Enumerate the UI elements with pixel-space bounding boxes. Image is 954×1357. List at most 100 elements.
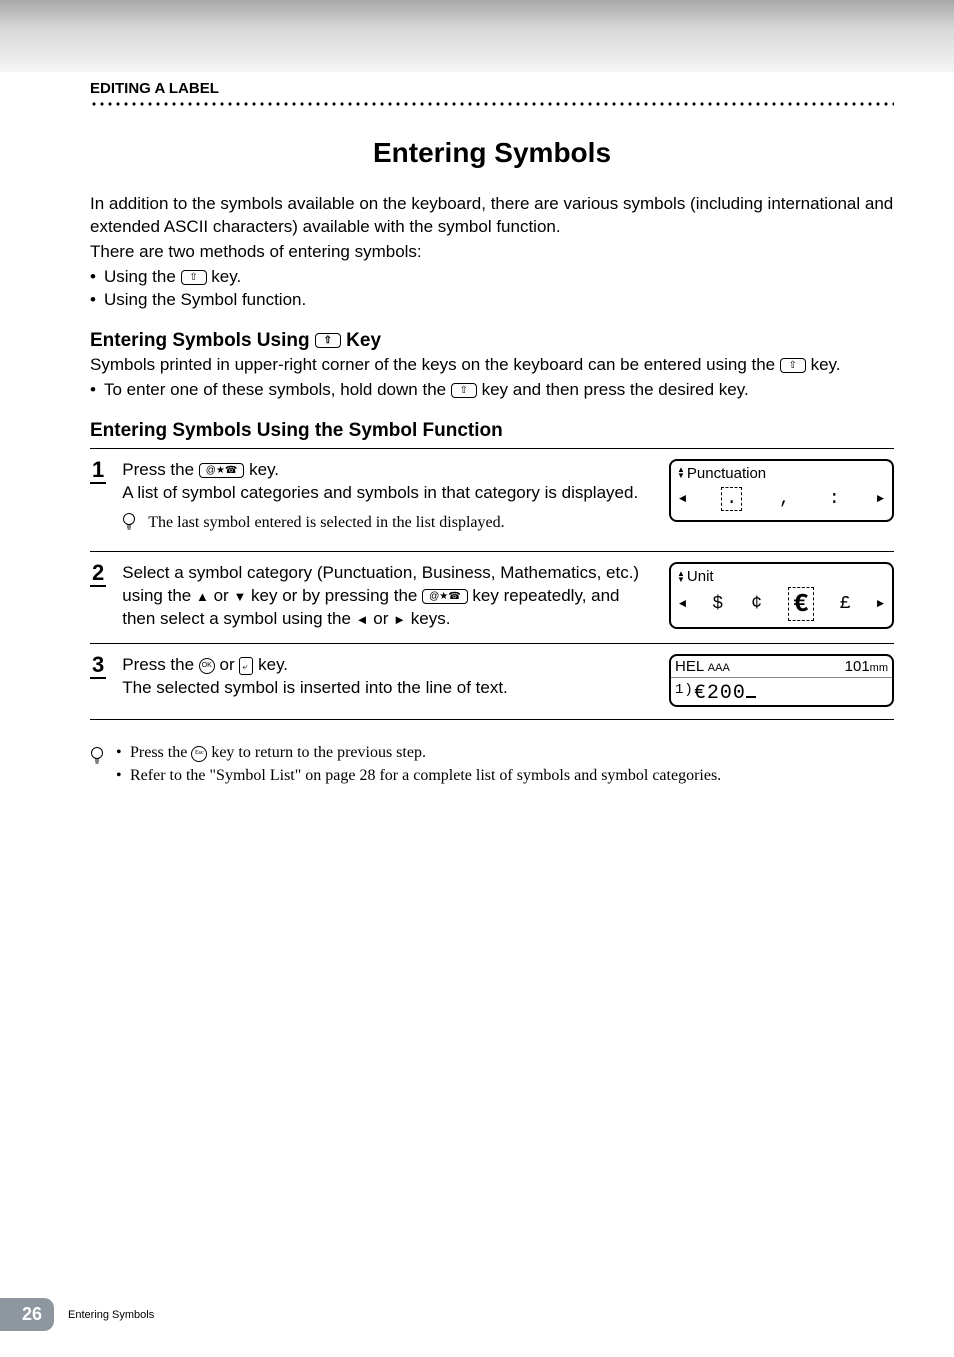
bulb-icon — [122, 512, 138, 539]
lcd-sym: € — [788, 587, 814, 621]
func-section-title: Entering Symbols Using the Symbol Functi… — [90, 420, 894, 442]
text: €200 — [694, 682, 746, 705]
text: or — [214, 586, 234, 605]
text: Unit — [687, 568, 714, 585]
text: A list of symbol categories and symbols … — [122, 483, 638, 502]
step-text: Press the OK or key. The selected symbol… — [122, 654, 653, 700]
step-number: 2 — [90, 562, 106, 587]
text: or — [373, 609, 393, 628]
notes: Press the Esc key to return to the previ… — [90, 742, 894, 787]
lcd-sym: ¢ — [749, 594, 764, 614]
shift-key-icon: ⇧ — [315, 333, 341, 348]
text: Press the — [122, 460, 199, 479]
text: or — [220, 655, 240, 674]
text: key. — [249, 460, 279, 479]
right-arrow-icon: ► — [877, 597, 884, 611]
step-number: 1 — [90, 459, 106, 484]
text: Using the — [104, 267, 181, 286]
right-arrow-icon: ► — [877, 492, 884, 506]
line-marker: 1) — [675, 682, 694, 698]
lcd-text-line: 1)€200 — [671, 678, 892, 705]
text: keys. — [411, 609, 451, 628]
ok-key-icon: OK — [199, 658, 215, 674]
up-arrow-icon: ▲ — [196, 589, 209, 604]
lcd-display-1: ▲▼ Punctuation ◄ . , : ► — [669, 459, 894, 522]
top-banner — [0, 0, 954, 72]
lcd-sym: £ — [838, 594, 853, 614]
lcd-sym: . — [721, 487, 742, 511]
lcd-title: ▲▼ Unit — [677, 568, 886, 585]
steps-block: 1 Press the @★☎ key. A list of symbol ca… — [90, 448, 894, 721]
footer: 26 Entering Symbols — [0, 1298, 154, 1331]
intro-bullets: Using the ⇧ key. Using the Symbol functi… — [90, 266, 894, 312]
step-text: Select a symbol category (Punctuation, B… — [122, 562, 653, 631]
down-arrow-icon: ▼ — [233, 589, 246, 604]
symbol-key-icon: @★☎ — [422, 589, 468, 604]
step-number: 3 — [90, 654, 106, 679]
text: key. — [211, 267, 241, 286]
bulb-icon — [90, 742, 106, 771]
enter-key-icon — [239, 657, 253, 675]
updown-icon: ▲▼ — [677, 467, 685, 479]
lcd-status-line: HEL AAA 101mm — [671, 656, 892, 678]
text: key to return to the previous step. — [211, 744, 426, 761]
shift-section-title: Entering Symbols Using ⇧ Key — [90, 330, 894, 352]
step-3: 3 Press the OK or key. The selected symb… — [90, 644, 894, 720]
cursor — [746, 696, 756, 698]
shift-key-icon: ⇧ — [780, 358, 806, 373]
lcd-display-3: HEL AAA 101mm 1)€200 — [669, 654, 894, 707]
hint-text: The last symbol entered is selected in t… — [148, 512, 504, 534]
intro-bullet-2: Using the Symbol function. — [90, 289, 894, 312]
left-arrow-icon: ◄ — [356, 612, 369, 627]
notes-list: Press the Esc key to return to the previ… — [116, 742, 721, 787]
font-size-icon: AAA — [708, 662, 730, 674]
lcd-sym: $ — [710, 594, 725, 614]
page-content: EDITING A LABEL Entering Symbols In addi… — [0, 72, 954, 787]
lcd-sym: : — [827, 489, 842, 509]
text: HEL — [675, 658, 704, 675]
text: Press the — [130, 744, 191, 761]
shift-section-p: Symbols printed in upper-right corner of… — [90, 354, 894, 377]
section-header: EDITING A LABEL — [90, 80, 894, 97]
intro-p1: In addition to the symbols available on … — [90, 193, 894, 239]
lcd-sym: , — [777, 489, 792, 509]
hint: The last symbol entered is selected in t… — [122, 512, 653, 539]
text: Press the — [122, 655, 199, 674]
intro-bullet-1: Using the ⇧ key. — [90, 266, 894, 289]
esc-key-icon: Esc — [191, 746, 207, 762]
lcd-display-2: ▲▼ Unit ◄ $ ¢ € £ ► — [669, 562, 894, 629]
symbol-key-icon: @★☎ — [199, 463, 245, 478]
right-arrow-icon: ► — [393, 612, 406, 627]
text: 101 — [845, 658, 870, 675]
text: key and then press the desired key. — [482, 380, 749, 399]
shift-bullet-1: To enter one of these symbols, hold down… — [90, 379, 894, 402]
text: key. — [258, 655, 288, 674]
shift-key-icon: ⇧ — [451, 383, 477, 398]
updown-icon: ▲▼ — [677, 571, 685, 583]
dotted-divider — [90, 101, 894, 107]
left-arrow-icon: ◄ — [679, 492, 686, 506]
step-text: Press the @★☎ key. A list of symbol cate… — [122, 459, 653, 540]
main-title: Entering Symbols — [90, 137, 894, 169]
page-number: 26 — [0, 1298, 54, 1331]
text: Symbols printed in upper-right corner of… — [90, 355, 780, 374]
text: Entering Symbols Using — [90, 330, 315, 351]
note-1: Press the Esc key to return to the previ… — [116, 742, 721, 764]
note-2: Refer to the "Symbol List" on page 28 fo… — [116, 765, 721, 787]
lcd-title: ▲▼ Punctuation — [677, 465, 886, 482]
lcd-symbols: ◄ $ ¢ € £ ► — [677, 587, 886, 621]
text: key. — [811, 355, 841, 374]
lcd-symbols: ◄ . , : ► — [677, 484, 886, 514]
left-arrow-icon: ◄ — [679, 597, 686, 611]
text: To enter one of these symbols, hold down… — [104, 380, 451, 399]
shift-bullets: To enter one of these symbols, hold down… — [90, 379, 894, 402]
footer-label: Entering Symbols — [68, 1309, 154, 1321]
step-1: 1 Press the @★☎ key. A list of symbol ca… — [90, 449, 894, 553]
step-2: 2 Select a symbol category (Punctuation,… — [90, 552, 894, 644]
intro-p2: There are two methods of entering symbol… — [90, 241, 894, 264]
text: key or by pressing the — [251, 586, 422, 605]
text: The selected symbol is inserted into the… — [122, 678, 508, 697]
text: Punctuation — [687, 465, 766, 482]
text: Key — [346, 330, 381, 351]
text: mm — [870, 662, 888, 674]
